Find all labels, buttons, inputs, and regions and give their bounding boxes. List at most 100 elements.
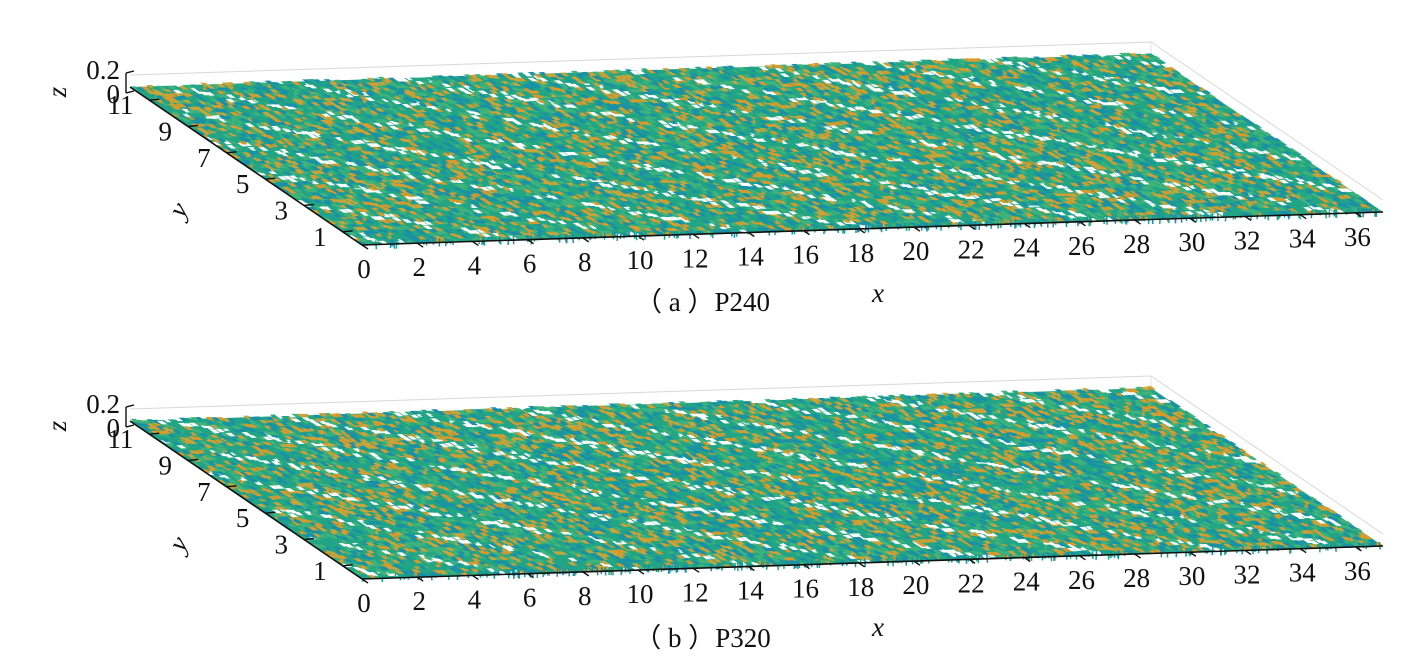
surface-cell — [346, 184, 357, 188]
surface-cell — [359, 96, 370, 101]
surface-cell — [589, 96, 601, 100]
surface-cell — [186, 113, 197, 118]
surface-cell — [335, 188, 346, 193]
surface-cell — [612, 201, 623, 205]
surface-cell — [260, 126, 271, 130]
surface-cell — [461, 98, 472, 103]
surface-cell — [461, 217, 472, 221]
surface-cell — [517, 181, 529, 185]
surface-cell — [638, 153, 649, 157]
surface-cell — [252, 157, 263, 162]
surface-cell — [536, 99, 547, 104]
surface-cell — [407, 154, 419, 158]
surface-cell — [206, 135, 217, 139]
surface-cell — [232, 84, 243, 88]
surface-cell — [591, 82, 602, 87]
surface-cell — [472, 93, 483, 98]
surface-cell — [312, 195, 324, 200]
surface-cell — [500, 138, 511, 143]
surface-cell — [253, 86, 264, 91]
surface-cell — [476, 108, 487, 113]
surface-cell — [470, 111, 481, 115]
surface-cell — [225, 98, 236, 103]
surface-cell — [499, 147, 510, 151]
surface-cell — [468, 74, 479, 79]
surface-cell — [322, 91, 333, 95]
surface-cell — [600, 218, 611, 222]
surface-cell — [668, 174, 679, 178]
surface-cell — [210, 141, 222, 146]
surface-cell — [319, 119, 331, 124]
surface-cell — [440, 90, 451, 94]
surface-cell — [577, 112, 589, 117]
surface-cell — [172, 96, 183, 101]
surface-cell — [298, 174, 310, 179]
surface-cell — [718, 215, 729, 219]
surface-cell — [354, 98, 365, 102]
surface-cell — [706, 172, 717, 177]
surface-cell — [439, 102, 450, 107]
surface-cell — [757, 200, 768, 204]
surface-cell — [637, 103, 648, 107]
surface-cell — [656, 131, 667, 136]
surface-cell — [572, 227, 583, 231]
surface-cell — [338, 147, 350, 152]
surface-cell — [472, 209, 483, 214]
surface-cell — [563, 148, 575, 153]
surface-cell — [561, 172, 572, 177]
surface-cell — [186, 116, 197, 120]
surface-cell — [553, 198, 565, 203]
surface-cell — [382, 135, 394, 139]
surface-cell — [422, 170, 433, 174]
surface-cell — [310, 110, 321, 114]
surface-cell — [432, 173, 444, 178]
surface-cell — [506, 124, 518, 128]
surface-cell — [286, 193, 297, 197]
surface-cell — [183, 84, 195, 89]
surface-cell — [606, 204, 618, 209]
surface-cell — [641, 231, 653, 236]
surface-cell — [638, 210, 649, 214]
surface-cell — [287, 117, 299, 121]
surface-cell — [462, 82, 473, 86]
surface-cell — [226, 91, 237, 95]
surface-cell — [471, 220, 482, 224]
surface-cell — [736, 193, 747, 197]
surface-cell — [460, 162, 471, 167]
surface-cell — [470, 230, 481, 234]
surface-cell — [274, 143, 286, 148]
surface-cell — [605, 165, 616, 169]
surface-cell — [478, 90, 489, 95]
surface-cell — [263, 89, 275, 93]
surface-cell — [708, 203, 719, 208]
surface-cell — [394, 179, 406, 184]
surface-cell — [331, 174, 342, 179]
surface-cell — [338, 91, 349, 96]
surface-cell — [453, 118, 465, 123]
surface-cell — [460, 104, 471, 109]
surface-cell — [624, 129, 635, 133]
surface-cell — [259, 133, 271, 138]
surface-cell — [559, 78, 570, 83]
surface-cell — [182, 99, 193, 104]
surface-cell — [663, 227, 674, 232]
surface-cell — [562, 104, 573, 108]
surface-cell — [284, 93, 296, 97]
surface-cell — [306, 206, 317, 210]
surface-cell — [701, 223, 712, 227]
surface-cell — [676, 141, 688, 146]
surface-cell — [505, 201, 516, 206]
surface-cell — [389, 126, 400, 130]
surface-cell — [718, 156, 729, 160]
surface-cell — [692, 152, 703, 156]
surface-cell — [615, 110, 626, 115]
surface-cell — [698, 198, 709, 202]
surface-cell — [510, 199, 522, 204]
surface-cell — [401, 104, 413, 108]
surface-cell — [323, 134, 335, 138]
surface-cell — [458, 183, 470, 188]
surface-cell — [395, 109, 407, 114]
surface-cell — [343, 208, 355, 213]
surface-cell — [591, 75, 603, 80]
surface-cell — [299, 113, 310, 118]
